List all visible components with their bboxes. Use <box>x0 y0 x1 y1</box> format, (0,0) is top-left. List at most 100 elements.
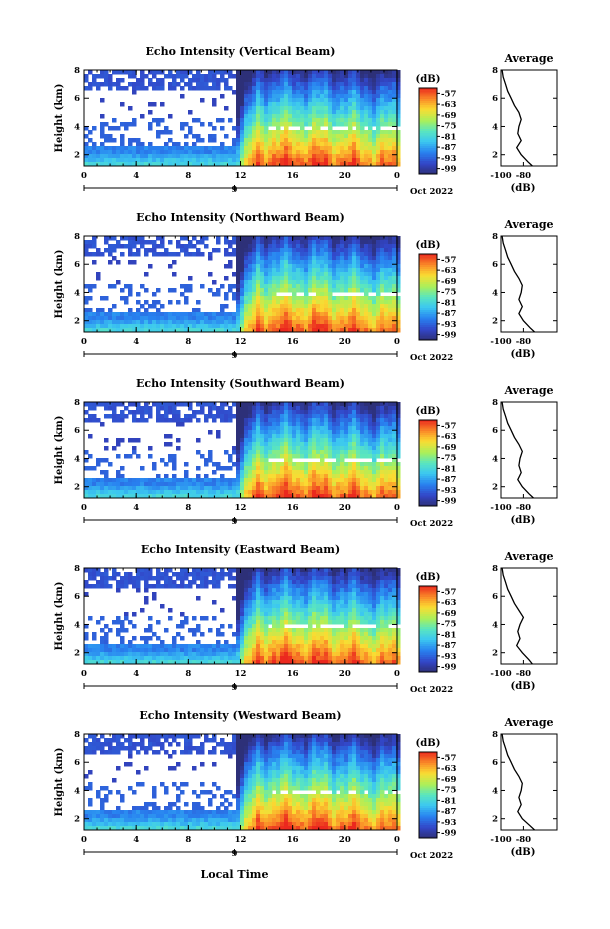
x-tick-label: 4 <box>133 503 139 513</box>
x-tick-label: 20 <box>339 835 351 845</box>
y-tick-label: 6 <box>74 260 80 270</box>
average-y-tick: 8 <box>492 398 498 408</box>
x-tick-label: 4 <box>133 835 139 845</box>
x-tick-label: 0 <box>81 337 87 347</box>
x-tick-label: 12 <box>235 835 247 845</box>
average-x-tick: -100 <box>490 669 511 679</box>
average-title: Average <box>503 716 553 729</box>
y-axis-label: Height (km) <box>54 250 65 319</box>
average-y-tick: 2 <box>492 815 498 825</box>
average-title: Average <box>503 550 553 563</box>
y-tick-label: 2 <box>74 151 80 161</box>
average-frame <box>500 733 558 831</box>
x-tick-label: 0 <box>81 835 87 845</box>
colorbar-tick-label: -63 <box>441 764 456 774</box>
average-title: Average <box>503 384 553 397</box>
average-y-tick: 2 <box>492 483 498 493</box>
y-tick-label: 8 <box>74 564 80 574</box>
y-tick-label: 8 <box>74 398 80 408</box>
colorbar-tick-label: -69 <box>441 609 456 619</box>
colorbar-tick-label: -57 <box>441 421 456 431</box>
colorbar-tick-label: -87 <box>441 641 456 651</box>
panel-title: Echo Intensity (Vertical Beam) <box>145 45 335 58</box>
colorbar-tick-label: -99 <box>441 165 456 175</box>
colorbar-tick-label: -69 <box>441 775 456 785</box>
y-tick-label: 2 <box>74 815 80 825</box>
colorbar-tick-label: -99 <box>441 663 456 673</box>
x-tick-label: 12 <box>235 337 247 347</box>
colorbar-tick-label: -69 <box>441 277 456 287</box>
panel-title: Echo Intensity (Westward Beam) <box>139 709 341 722</box>
colorbar-tick-label: -87 <box>441 309 456 319</box>
average-profile-line <box>501 69 533 167</box>
average-y-tick: 4 <box>492 288 498 298</box>
x-tick-label: 8 <box>185 171 191 181</box>
average-frame <box>500 235 558 333</box>
colorbar <box>418 585 440 673</box>
colorbar <box>418 87 440 175</box>
colorbar-tick-label: -69 <box>441 111 456 121</box>
x-tick-label: 0 <box>394 337 400 347</box>
y-axis-label: Height (km) <box>54 748 65 817</box>
average-y-tick: 6 <box>492 426 498 436</box>
echo-heatmap <box>84 402 401 499</box>
date-label: Oct 2022 <box>410 851 453 861</box>
y-tick-label: 6 <box>74 426 80 436</box>
x-tick-label: 16 <box>287 835 299 845</box>
panel-title: Echo Intensity (Southward Beam) <box>136 377 345 390</box>
average-profile-line <box>501 401 534 499</box>
colorbar <box>418 419 440 507</box>
colorbar-tick-label: -63 <box>441 100 456 110</box>
echo-heatmap <box>84 568 401 665</box>
average-x-tick: -100 <box>490 171 511 181</box>
x-tick-label: 8 <box>185 337 191 347</box>
colorbar-tick-label: -63 <box>441 432 456 442</box>
colorbar-unit: (dB) <box>416 74 441 85</box>
x-tick-label: 0 <box>394 835 400 845</box>
x-tick-label: 4 <box>133 171 139 181</box>
colorbar-tick-label: -87 <box>441 143 456 153</box>
average-y-tick: 8 <box>492 564 498 574</box>
average-x-tick: -80 <box>516 835 531 845</box>
y-axis-label: Height (km) <box>54 582 65 651</box>
average-y-tick: 8 <box>492 730 498 740</box>
date-label: Oct 2022 <box>410 519 453 529</box>
colorbar-tick-label: -57 <box>441 753 456 763</box>
average-x-label: (dB) <box>511 349 536 360</box>
x-tick-label: 8 <box>185 835 191 845</box>
x-tick-label: 12 <box>235 171 247 181</box>
colorbar-tick-label: -81 <box>441 630 456 640</box>
average-x-tick: -80 <box>516 503 531 513</box>
date-tick-label: 9 <box>232 849 238 859</box>
y-tick-label: 4 <box>74 454 80 464</box>
x-tick-label: 0 <box>394 503 400 513</box>
colorbar-tick-label: -57 <box>441 89 456 99</box>
y-tick-label: 4 <box>74 786 80 796</box>
colorbar-tick-label: -57 <box>441 255 456 265</box>
y-tick-label: 6 <box>74 592 80 602</box>
colorbar-tick-label: -57 <box>441 587 456 597</box>
colorbar-tick-label: -63 <box>441 598 456 608</box>
colorbar-tick-label: -99 <box>441 829 456 839</box>
date-tick-label: 9 <box>232 517 238 527</box>
x-tick-label: 16 <box>287 337 299 347</box>
colorbar-tick-label: -93 <box>441 818 456 828</box>
date-label: Oct 2022 <box>410 353 453 363</box>
y-tick-label: 8 <box>74 730 80 740</box>
average-title: Average <box>503 52 553 65</box>
panel-1: Echo Intensity (Northward Beam) Height (k… <box>54 211 558 363</box>
average-x-tick: -100 <box>490 337 511 347</box>
y-tick-label: 6 <box>74 758 80 768</box>
x-tick-label: 16 <box>287 171 299 181</box>
x-tick-label: 0 <box>394 669 400 679</box>
panel-4: Echo Intensity (Westward Beam) Height (km… <box>54 709 558 861</box>
x-tick-label: 20 <box>339 171 351 181</box>
date-tick-label: 9 <box>232 683 238 693</box>
colorbar-tick-label: -63 <box>441 266 456 276</box>
colorbar-unit: (dB) <box>416 572 441 583</box>
echo-heatmap <box>84 70 401 167</box>
average-y-tick: 6 <box>492 758 498 768</box>
x-tick-label: 20 <box>339 503 351 513</box>
x-tick-label: 8 <box>185 669 191 679</box>
average-y-tick: 8 <box>492 232 498 242</box>
